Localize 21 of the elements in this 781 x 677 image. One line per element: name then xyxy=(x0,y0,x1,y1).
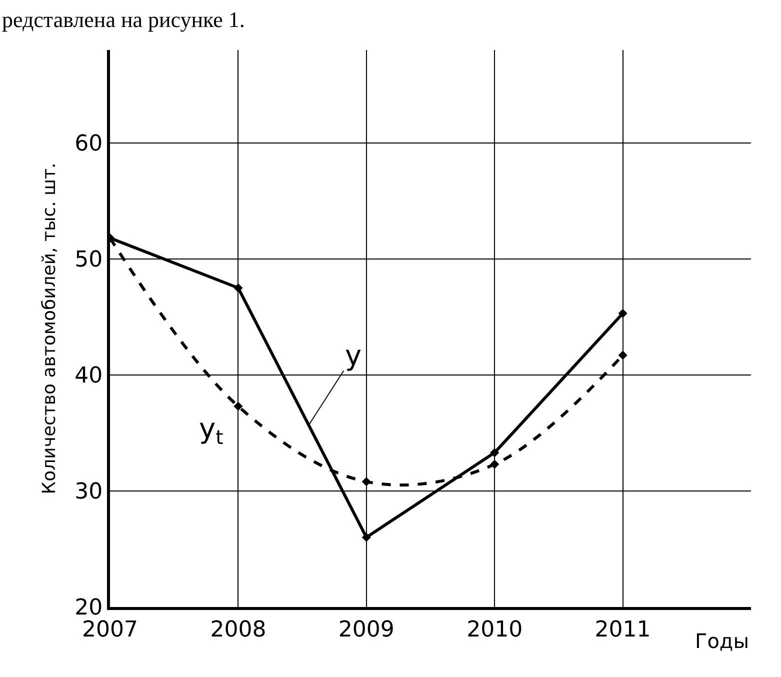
text: y xyxy=(345,339,362,372)
y-tick-label: 30 xyxy=(74,480,103,505)
point xyxy=(618,308,628,318)
point xyxy=(362,477,371,486)
y-tick-label: 60 xyxy=(74,132,103,157)
text: редставлена на рисунке 1. xyxy=(2,7,245,32)
point xyxy=(234,402,243,411)
point xyxy=(490,448,500,458)
y-tick-label: 40 xyxy=(74,364,103,389)
x-tick-label: 2010 xyxy=(466,617,523,642)
x-axis-title: Годы xyxy=(695,629,750,653)
point xyxy=(362,532,371,542)
y-tick-label: 50 xyxy=(74,248,103,273)
x-tick-label: 2011 xyxy=(594,617,651,642)
x-tick-label: 2008 xyxy=(210,617,266,642)
x-tick-label: 2009 xyxy=(338,617,394,642)
series-label: y$_{t}$ xyxy=(199,412,224,449)
y-axis-title: Количество автомобилей, тыс. шт. xyxy=(38,162,60,494)
point xyxy=(490,460,500,469)
point xyxy=(618,350,628,360)
point xyxy=(234,283,243,292)
